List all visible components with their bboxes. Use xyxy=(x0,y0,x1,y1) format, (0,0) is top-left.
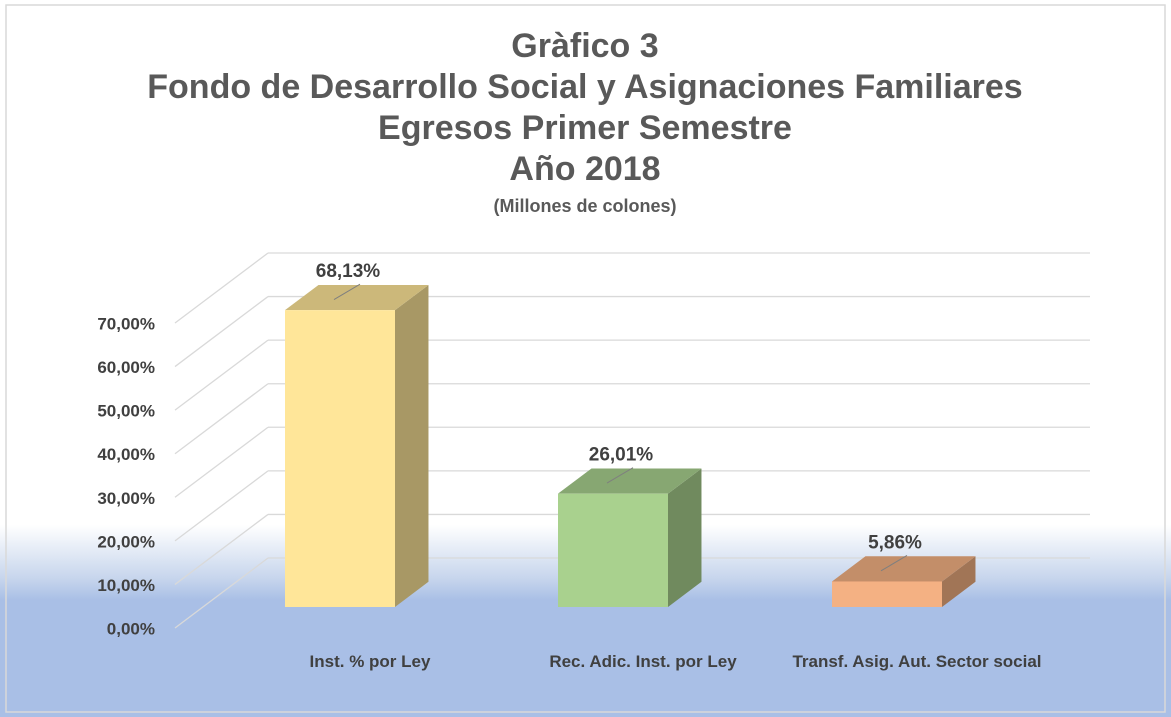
grid-line xyxy=(174,296,269,368)
chart-title: Fondo de Desarrollo Social y Asignacione… xyxy=(147,68,1022,106)
data-label: 26,01% xyxy=(589,445,654,466)
bar-side xyxy=(395,284,429,607)
leader-line xyxy=(333,283,361,300)
data-label: 5,86% xyxy=(868,532,922,553)
y-tick-label: 20,00% xyxy=(97,532,155,551)
chart-title: Año 2018 xyxy=(509,150,660,188)
data-label: 68,13% xyxy=(316,261,381,282)
bar-side xyxy=(942,556,976,607)
bar xyxy=(285,310,395,607)
x-tick-label: Transf. Asig. Aut. Sector social xyxy=(792,652,1042,671)
bar xyxy=(558,493,668,607)
y-tick-label: 70,00% xyxy=(97,314,155,333)
y-tick-label: 0,00% xyxy=(107,619,155,638)
bar-top xyxy=(558,468,702,494)
y-tick-label: 60,00% xyxy=(97,358,155,377)
bar-top xyxy=(285,284,429,311)
grid-line xyxy=(174,252,269,324)
grid-line xyxy=(174,426,269,498)
y-tick-label: 40,00% xyxy=(97,445,155,464)
bar xyxy=(832,581,942,607)
y-tick-label: 50,00% xyxy=(97,402,155,421)
y-tick-label: 30,00% xyxy=(97,489,155,508)
chart-title: Gràfico 3 xyxy=(511,27,658,65)
bar-top xyxy=(832,556,976,582)
chart-title: Egresos Primer Semestre xyxy=(378,109,792,147)
x-tick-label: Rec. Adic. Inst. por Ley xyxy=(549,652,737,671)
chart-subtitle: (Millones de colones) xyxy=(493,196,676,216)
leader-line xyxy=(880,555,908,572)
bar-side xyxy=(668,468,702,607)
x-tick-label: Inst. % por Ley xyxy=(309,652,431,671)
frame xyxy=(5,4,1166,713)
grid-line xyxy=(174,383,269,455)
y-tick-label: 10,00% xyxy=(97,576,155,595)
grid-line xyxy=(174,470,269,542)
leader-line xyxy=(606,467,634,484)
grid-line xyxy=(174,557,269,629)
grid-line xyxy=(174,513,269,585)
grid-line xyxy=(174,339,269,411)
